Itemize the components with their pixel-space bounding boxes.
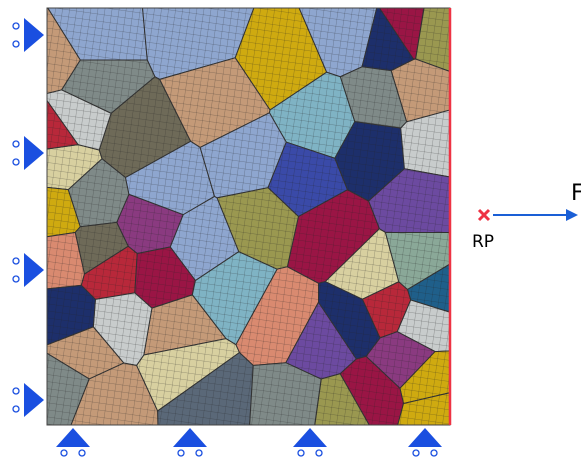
- roller: [13, 406, 19, 412]
- roller-support: [173, 428, 207, 447]
- roller-support: [24, 383, 44, 417]
- roller-support: [24, 253, 44, 287]
- roller: [316, 450, 322, 456]
- rp-label: RP: [472, 232, 494, 252]
- roller-support: [24, 136, 44, 170]
- roller: [13, 258, 19, 264]
- roller: [13, 159, 19, 165]
- roller: [79, 450, 85, 456]
- reference-point: RP F: [472, 181, 581, 252]
- roller-support: [293, 428, 327, 447]
- mesh-overlay: [47, 8, 450, 425]
- roller: [13, 41, 19, 47]
- roller: [13, 23, 19, 29]
- force-label: F: [571, 181, 581, 206]
- roller: [431, 450, 437, 456]
- roller-support: [56, 428, 90, 447]
- roller: [298, 450, 304, 456]
- roller-support: [24, 18, 44, 52]
- roller: [13, 141, 19, 147]
- rp-marker: [479, 210, 489, 220]
- roller: [413, 450, 419, 456]
- roller: [13, 276, 19, 282]
- figure: RP F: [0, 0, 581, 457]
- roller: [178, 450, 184, 456]
- roller: [61, 450, 67, 456]
- roller: [13, 388, 19, 394]
- page: RP F (() => { const data = JSON.parse(do…: [0, 0, 581, 457]
- arrow-head: [566, 209, 578, 221]
- roller-support: [408, 428, 442, 447]
- roller: [196, 450, 202, 456]
